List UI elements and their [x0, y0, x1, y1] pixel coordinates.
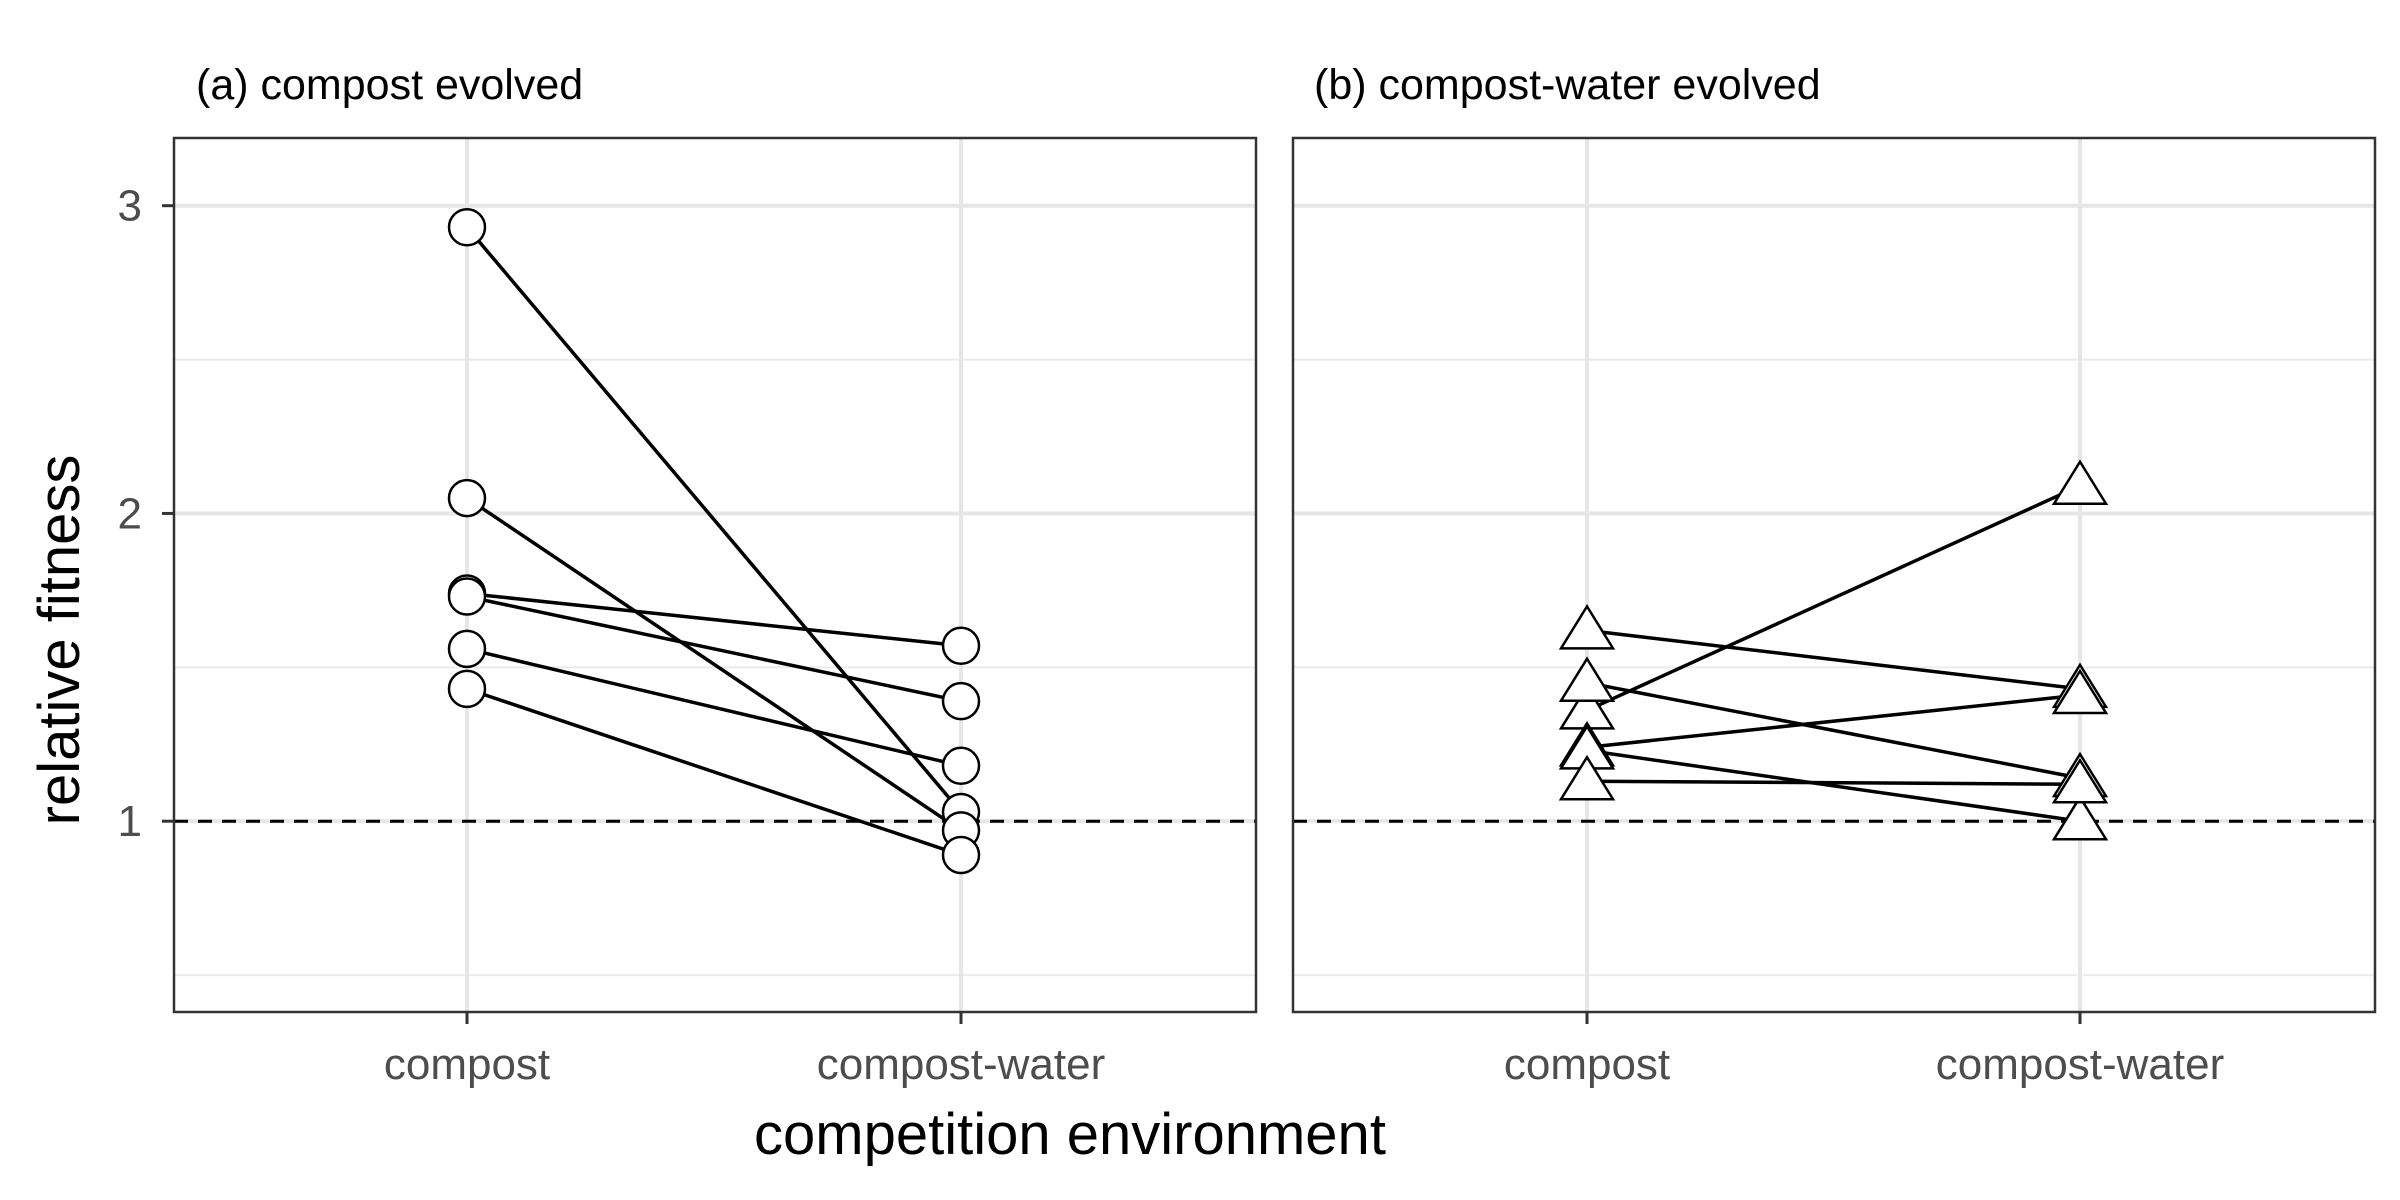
data-point [941, 746, 981, 786]
data-point [2051, 668, 2109, 715]
panel-b-title: (b) compost-water evolved [1314, 61, 1821, 109]
series-line [1586, 628, 2081, 691]
data-point [447, 629, 487, 669]
y-axis: 1 2 3 [118, 182, 174, 846]
data-point [447, 478, 487, 518]
panel-compost-water-evolved: (b) compost-water evolved compost compost… [1291, 61, 2377, 1089]
series-line [466, 647, 962, 768]
series-line [1586, 680, 2081, 780]
data-point [941, 681, 981, 721]
data-point [447, 577, 487, 616]
data-point [941, 835, 981, 875]
data-point [1558, 604, 1616, 650]
series-line [1586, 693, 2081, 750]
x-axis-title: competition environment [754, 1102, 1386, 1167]
series-line [466, 496, 962, 832]
x-tick-label: compost-water [1936, 1040, 2225, 1089]
x-tick-label: compost [1504, 1040, 1670, 1089]
x-tick-label: compost [384, 1040, 550, 1089]
data-point [1558, 754, 1616, 801]
y-tick-label: 1 [118, 797, 142, 846]
series-line [1586, 748, 2081, 823]
y-tick-label: 2 [118, 489, 142, 538]
series-line [466, 594, 962, 703]
x-tick-label: compost-water [817, 1040, 1106, 1089]
series-line [1586, 779, 2081, 787]
data-point [447, 207, 487, 247]
series-line [466, 687, 962, 857]
data-point [447, 669, 487, 709]
panel-border [172, 136, 1258, 1014]
panel-compost-evolved: (a) compost evolved compost compost-water [172, 61, 1258, 1089]
data-point [941, 626, 981, 666]
data-point [1558, 656, 1616, 702]
data-point [2051, 459, 2109, 506]
series-line [466, 591, 962, 648]
series-line [465, 226, 963, 814]
data-point [2051, 757, 2109, 804]
data-point [2051, 794, 2109, 841]
series-line [1586, 484, 2081, 713]
y-tick-label: 3 [118, 182, 142, 231]
panel-border [1291, 136, 2377, 1014]
y-axis-title: relative fitness [27, 455, 92, 826]
panel-a-title: (a) compost evolved [196, 61, 583, 109]
